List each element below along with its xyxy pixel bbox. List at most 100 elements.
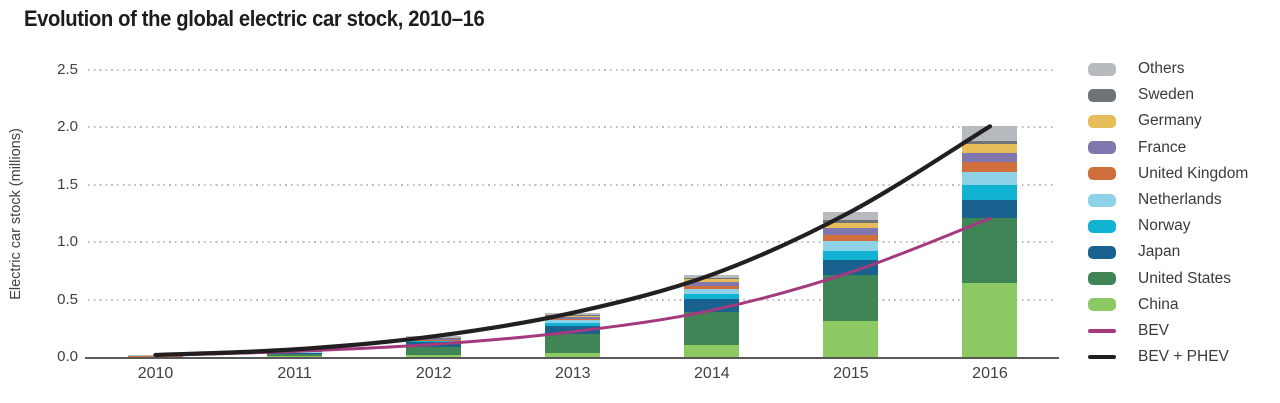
bar-segment-2015-united-kingdom bbox=[823, 234, 879, 241]
legend-label: Netherlands bbox=[1138, 191, 1222, 209]
legend-swatch-icon bbox=[1088, 62, 1116, 76]
chart-title: Evolution of the global electric car sto… bbox=[24, 6, 485, 31]
legend-item-united-kingdom: United Kingdom bbox=[1088, 161, 1248, 187]
bar-segment-2016-norway bbox=[962, 185, 1018, 201]
y-tick-label-1.5: 1.5 bbox=[57, 175, 78, 193]
legend-item-sweden: Sweden bbox=[1088, 82, 1248, 108]
x-tick-label-2014: 2014 bbox=[694, 365, 730, 382]
bar-segment-2015-sweden bbox=[823, 220, 879, 223]
legend-item-germany: Germany bbox=[1088, 108, 1248, 134]
bar-segment-2015-others bbox=[823, 211, 879, 221]
bar-segment-2016-china bbox=[962, 282, 1018, 357]
bar-segment-2014-china bbox=[684, 344, 740, 357]
legend-item-bev: BEV bbox=[1088, 318, 1248, 344]
legend-label: China bbox=[1138, 295, 1179, 313]
legend-swatch-icon bbox=[1088, 219, 1116, 233]
bar-segment-2013-united-states bbox=[545, 333, 601, 354]
bar-segment-2016-united-kingdom bbox=[962, 162, 1018, 173]
y-axis-ticks: 0.0 0.5 1.0 1.5 2.0 2.5 bbox=[0, 61, 80, 365]
x-tick-label-2016: 2016 bbox=[972, 365, 1008, 382]
legend-item-united-states: United States bbox=[1088, 266, 1248, 292]
bar-2014 bbox=[684, 274, 740, 357]
bar-segment-2012-united-states bbox=[406, 346, 462, 356]
gridline-1.0 bbox=[88, 241, 1053, 244]
bar-segment-2015-japan bbox=[823, 260, 879, 275]
legend-item-china: China bbox=[1088, 292, 1248, 318]
legend-label: France bbox=[1138, 138, 1187, 156]
legend-swatch-icon bbox=[1088, 298, 1116, 312]
bar-segment-2012-germany bbox=[406, 338, 462, 339]
x-axis-line bbox=[85, 356, 1059, 359]
legend-item-norway: Norway bbox=[1088, 213, 1248, 239]
plot-area bbox=[85, 69, 1059, 359]
bar-2015 bbox=[823, 211, 879, 357]
legend-swatch-icon bbox=[1088, 193, 1116, 207]
bar-segment-2013-others bbox=[545, 312, 601, 315]
legend-swatch-icon bbox=[1088, 272, 1116, 286]
x-tick-label-2015: 2015 bbox=[833, 365, 869, 382]
bar-segment-2014-united-states bbox=[684, 311, 740, 345]
bar-segment-2015-germany bbox=[823, 222, 879, 229]
bar-2016 bbox=[962, 126, 1018, 357]
bar-segment-2016-france bbox=[962, 152, 1018, 163]
y-tick-label-2.0: 2.0 bbox=[57, 118, 78, 136]
legend-swatch-icon bbox=[1088, 88, 1116, 102]
bar-segment-2012-united-kingdom bbox=[406, 339, 462, 341]
bar-segment-2012-france bbox=[406, 338, 462, 340]
bar-segment-2013-norway bbox=[545, 323, 601, 326]
x-tick-label-2011: 2011 bbox=[277, 365, 312, 382]
bar-segment-2014-sweden bbox=[684, 278, 740, 280]
bar-segment-2012-japan bbox=[406, 342, 462, 347]
legend-swatch-icon bbox=[1088, 328, 1116, 333]
bar-segment-2016-germany bbox=[962, 144, 1018, 153]
bar-segment-2014-norway bbox=[684, 294, 740, 300]
bar-segment-2013-japan bbox=[545, 325, 601, 334]
legend: Others Sweden Germany France United Kingdom N… bbox=[1088, 56, 1248, 370]
legend-item-bev-phev: BEV + PHEV bbox=[1088, 344, 1248, 370]
x-axis-ticks: 2010 2011 2012 2013 2014 2015 2016 bbox=[88, 365, 1053, 387]
bar-segment-2016-others bbox=[962, 126, 1018, 141]
legend-label: Germany bbox=[1138, 112, 1202, 130]
bar-segment-2014-france bbox=[684, 282, 740, 286]
legend-swatch-icon bbox=[1088, 141, 1116, 155]
bar-segment-2012-norway bbox=[406, 341, 462, 343]
bar-segment-2011-others bbox=[267, 349, 323, 351]
x-tick-label-2012: 2012 bbox=[415, 365, 452, 382]
legend-item-netherlands: Netherlands bbox=[1088, 187, 1248, 213]
bar-segment-2011-japan bbox=[267, 351, 323, 354]
gridline-1.5 bbox=[88, 183, 1053, 186]
bar-segment-2013-sweden bbox=[545, 314, 601, 316]
bar-segment-2016-japan bbox=[962, 200, 1018, 218]
legend-label: Norway bbox=[1138, 217, 1191, 235]
bar-segment-2013-france bbox=[545, 316, 601, 319]
bar-segment-2012-netherlands bbox=[406, 340, 462, 342]
legend-label: BEV bbox=[1138, 321, 1170, 339]
bar-segment-2015-china bbox=[823, 321, 879, 357]
bar-segment-2014-others bbox=[684, 274, 740, 279]
gridline-2.5 bbox=[88, 69, 1053, 71]
bar-segment-2013-netherlands bbox=[545, 319, 601, 324]
legend-label: Japan bbox=[1138, 243, 1181, 261]
legend-swatch-icon bbox=[1088, 355, 1116, 360]
bar-segment-2016-sweden bbox=[962, 140, 1018, 145]
y-tick-label-2.5: 2.5 bbox=[57, 61, 78, 78]
y-tick-label-1.0: 1.0 bbox=[57, 233, 78, 251]
y-tick-label-0.5: 0.5 bbox=[57, 290, 78, 308]
bar-segment-2014-netherlands bbox=[684, 289, 740, 295]
legend-label: United States bbox=[1138, 269, 1232, 287]
y-tick-label-0.0: 0.0 bbox=[57, 348, 78, 365]
legend-label: United Kingdom bbox=[1138, 164, 1249, 182]
legend-swatch-icon bbox=[1088, 167, 1116, 181]
legend-swatch-icon bbox=[1088, 114, 1116, 128]
gridline-2.0 bbox=[88, 126, 1053, 129]
legend-item-others: Others bbox=[1088, 56, 1248, 82]
bar-segment-2016-netherlands bbox=[962, 172, 1018, 186]
bar-segment-2013-germany bbox=[545, 315, 601, 317]
bar-segment-2014-japan bbox=[684, 299, 740, 312]
bar-segment-2014-germany bbox=[684, 279, 740, 283]
legend-label: BEV + PHEV bbox=[1138, 348, 1229, 366]
x-tick-label-2013: 2013 bbox=[554, 365, 591, 382]
legend-item-japan: Japan bbox=[1088, 239, 1248, 265]
legend-swatch-icon bbox=[1088, 245, 1116, 259]
